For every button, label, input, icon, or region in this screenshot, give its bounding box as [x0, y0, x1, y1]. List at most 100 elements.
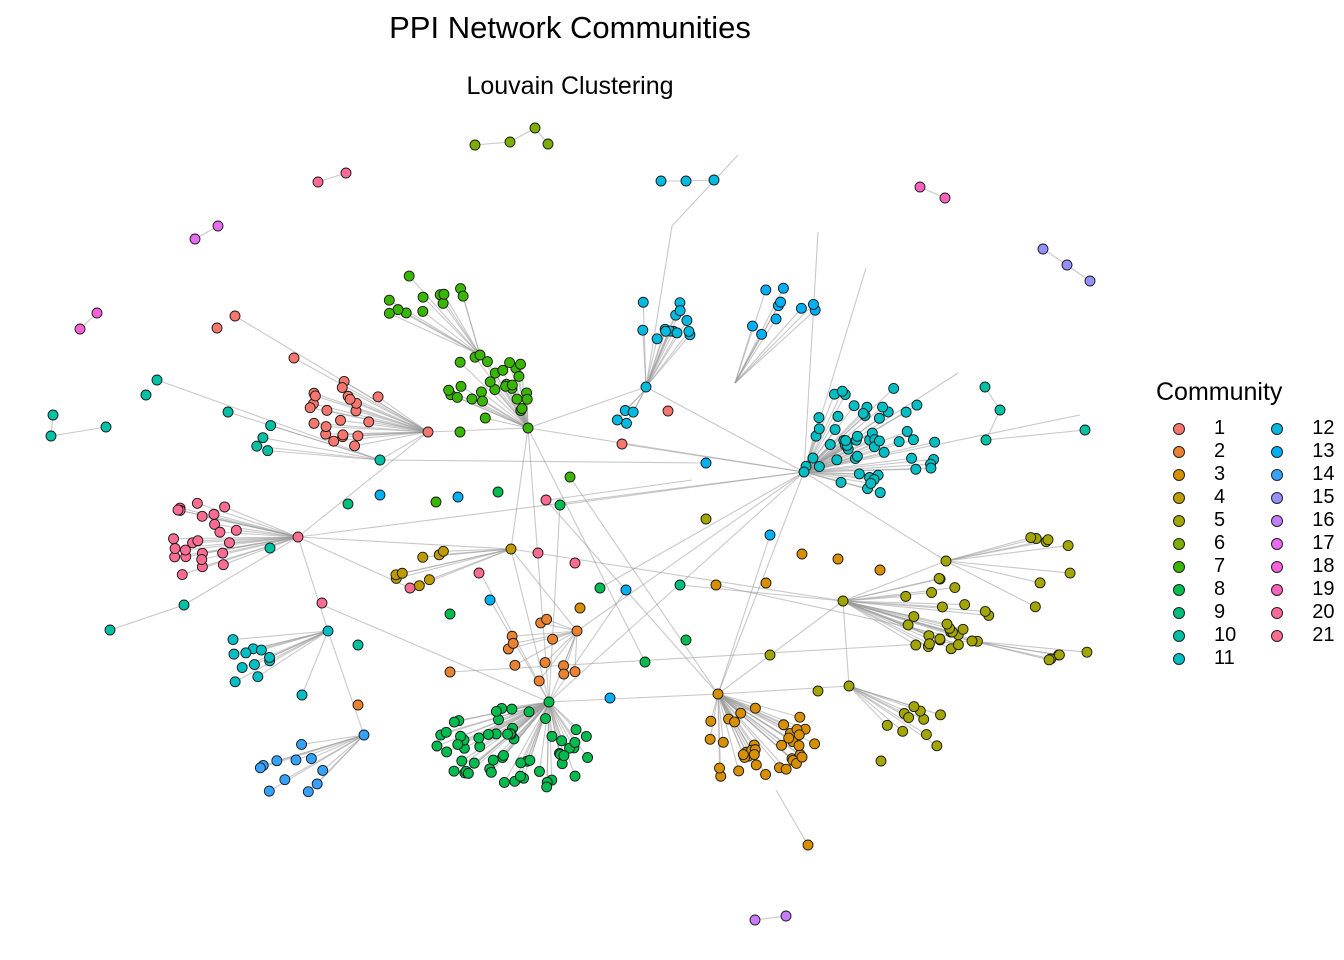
node-community-1: [308, 417, 320, 429]
node-community-5: [935, 709, 946, 721]
legend-label: 8: [1214, 578, 1226, 600]
node-community-10: [979, 381, 991, 393]
edge: [322, 734, 365, 771]
node-community-11: [857, 408, 869, 419]
edge: [717, 693, 780, 769]
node-community-3: [809, 738, 821, 750]
node-community-5: [959, 599, 971, 611]
legend-item-20: 20: [1254, 601, 1335, 624]
node-community-8: [558, 750, 570, 762]
node-community-5: [924, 638, 935, 650]
node-community-4: [417, 551, 429, 563]
node-community-8: [543, 696, 555, 708]
node-community-8: [639, 656, 651, 668]
edge: [427, 427, 529, 433]
edge: [671, 154, 739, 227]
node-community-10: [151, 374, 163, 386]
edge: [319, 603, 550, 703]
node-community-12: [683, 325, 695, 337]
legend-key: [1271, 468, 1284, 481]
node-community-2: [444, 666, 456, 678]
node-community-21: [540, 494, 552, 506]
node-community-7: [516, 403, 528, 415]
edge: [257, 630, 329, 678]
node-community-11: [831, 454, 843, 466]
node-community-3: [793, 729, 805, 741]
node-community-8: [540, 713, 551, 724]
node-community-3: [832, 553, 844, 565]
legend-label: 9: [1214, 601, 1226, 623]
edge: [224, 506, 299, 538]
node-community-10: [264, 542, 276, 554]
node-community-21: [316, 597, 328, 609]
legend-key: [1173, 652, 1185, 665]
legend-title: Community: [1156, 378, 1283, 406]
node-community-8: [524, 754, 536, 766]
node-community-2: [539, 657, 551, 668]
edge: [717, 693, 790, 739]
node-community-7: [455, 380, 467, 392]
node-community-1: [335, 414, 346, 426]
node-community-1: [336, 382, 348, 393]
node-community-11: [322, 625, 334, 637]
edge: [717, 534, 771, 695]
edge: [197, 536, 299, 542]
node-community-2: [533, 675, 545, 687]
node-community-2: [507, 637, 519, 649]
edge: [717, 693, 740, 772]
node-community-21: [230, 524, 242, 536]
node-community-8: [570, 724, 582, 736]
node-community-13: [807, 298, 819, 310]
node-community-5: [881, 719, 893, 731]
edge: [527, 386, 647, 429]
node-community-21: [532, 547, 544, 559]
node-community-1: [309, 390, 321, 402]
node-community-5: [934, 633, 946, 645]
node-community-5: [903, 712, 915, 723]
node-community-5: [764, 649, 776, 661]
node-community-8: [456, 755, 468, 767]
legend-item-19: 19: [1254, 578, 1335, 601]
edge: [717, 693, 724, 743]
node-community-8: [431, 740, 443, 752]
edge: [717, 693, 721, 769]
edge: [734, 334, 763, 384]
node-community-13: [775, 296, 786, 308]
edge: [429, 548, 512, 581]
node-community-7: [474, 349, 486, 361]
node-community-9: [342, 498, 354, 510]
node-community-5: [1043, 654, 1055, 666]
node-community-1: [422, 426, 434, 438]
node-community-7: [506, 379, 518, 391]
node-community-10: [262, 445, 274, 457]
node-community-4: [396, 567, 408, 579]
node-community-7: [438, 288, 450, 300]
edge: [443, 293, 481, 356]
node-community-12: [640, 381, 652, 393]
node-community-8: [502, 728, 514, 740]
edge: [645, 332, 678, 388]
node-community-3: [783, 732, 795, 744]
edge: [734, 307, 802, 384]
node-community-21: [217, 559, 229, 571]
node-community-11: [851, 430, 863, 442]
node-community-3: [705, 715, 717, 727]
edge: [621, 443, 805, 473]
legend-item-15: 15: [1254, 486, 1335, 509]
node-community-2: [571, 625, 583, 637]
node-community-9: [674, 579, 686, 591]
edge: [985, 429, 1086, 441]
node-community-5: [875, 755, 887, 767]
node-community-7: [522, 422, 534, 434]
edge: [301, 734, 365, 745]
node-community-12: [708, 174, 720, 186]
node-community-11: [229, 676, 241, 688]
node-community-11: [874, 487, 886, 499]
node-community-13: [484, 594, 496, 606]
legend-key: [1271, 583, 1284, 596]
edge: [327, 630, 365, 736]
node-community-12: [674, 305, 686, 317]
node-community-17: [212, 220, 224, 232]
node-community-2: [509, 659, 521, 671]
edge: [459, 361, 529, 429]
